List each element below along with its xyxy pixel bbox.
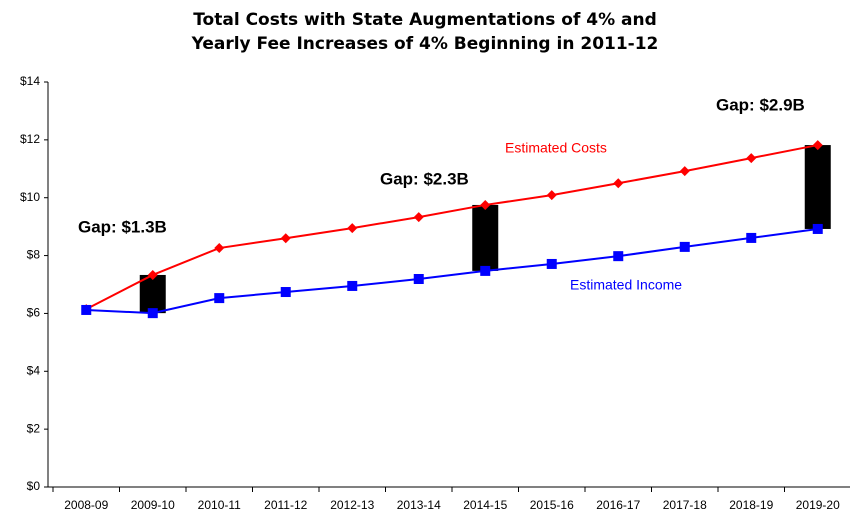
point: [214, 243, 225, 254]
y-tick-label: $8: [27, 248, 41, 262]
y-tick-label: $14: [20, 74, 40, 88]
point: [413, 212, 424, 223]
gap-bar: [139, 274, 166, 314]
series-label: Estimated Income: [570, 277, 682, 293]
y-tick-label: $6: [27, 306, 41, 320]
x-tick-label: 2010-11: [198, 498, 241, 512]
point: [147, 308, 158, 319]
y-tick-label: $4: [27, 363, 41, 377]
point: [746, 232, 757, 243]
point: [480, 199, 491, 210]
point: [214, 293, 225, 304]
point: [480, 265, 491, 276]
point: [347, 223, 358, 234]
chart-title: Yearly Fee Increases of 4% Beginning in …: [191, 34, 659, 54]
x-tick-label: 2018-19: [729, 498, 773, 512]
y-tick-label: $12: [20, 132, 40, 146]
series-line: [85, 144, 818, 310]
series-line: [86, 227, 818, 315]
gap-bar: [472, 204, 499, 271]
annotation: Gap: $1.3B: [78, 217, 167, 236]
point: [280, 287, 291, 298]
point: [546, 258, 557, 269]
x-tick-label: 2011-12: [264, 498, 307, 512]
chart-title: Total Costs with State Augmentations of …: [193, 10, 657, 30]
point: [347, 280, 358, 291]
x-tick-label: 2016-17: [596, 498, 640, 512]
point: [613, 178, 624, 189]
series-label: Estimated Costs: [505, 140, 607, 156]
point: [546, 190, 557, 201]
x-tick-label: 2017-18: [663, 498, 707, 512]
x-tick-label: 2015-16: [530, 498, 574, 512]
x-tick-label: 2008-09: [64, 498, 108, 512]
point: [812, 223, 823, 234]
x-tick-label: 2009-10: [131, 498, 175, 512]
x-tick-label: 2012-13: [330, 498, 374, 512]
gap-bar: [804, 145, 831, 229]
point: [147, 269, 158, 280]
point: [746, 153, 757, 164]
point: [812, 140, 823, 151]
x-tick-label: 2019-20: [796, 498, 840, 512]
point: [280, 233, 291, 244]
annotation: Gap: $2.9B: [716, 95, 805, 114]
point: [413, 274, 424, 285]
point: [679, 241, 690, 252]
point: [613, 251, 624, 262]
point: [679, 166, 690, 177]
y-tick-label: $0: [27, 479, 41, 493]
y-tick-label: $10: [20, 190, 40, 204]
x-tick-label: 2014-15: [463, 498, 507, 512]
y-tick-label: $2: [27, 421, 41, 435]
annotation: Gap: $2.3B: [380, 169, 469, 188]
point: [81, 304, 92, 315]
x-tick-label: 2013-14: [397, 498, 441, 512]
